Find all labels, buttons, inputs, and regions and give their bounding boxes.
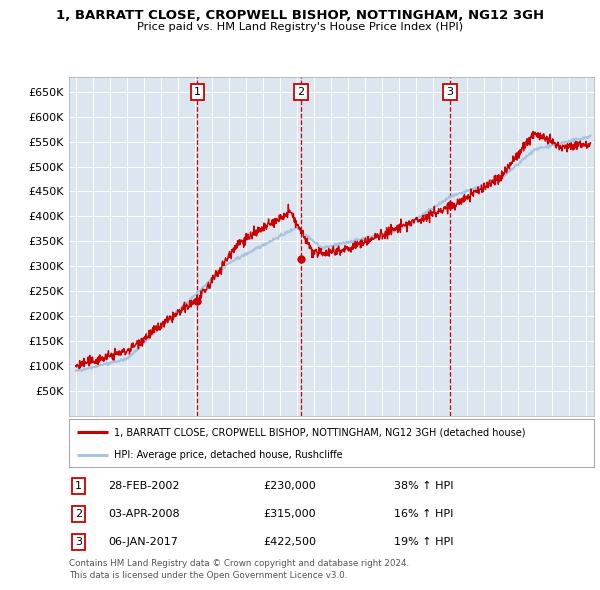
Text: 1: 1 — [194, 87, 201, 97]
Text: 3: 3 — [75, 537, 82, 547]
Text: This data is licensed under the Open Government Licence v3.0.: This data is licensed under the Open Gov… — [69, 571, 347, 579]
Text: £315,000: £315,000 — [263, 509, 316, 519]
Text: Contains HM Land Registry data © Crown copyright and database right 2024.: Contains HM Land Registry data © Crown c… — [69, 559, 409, 568]
Text: 19% ↑ HPI: 19% ↑ HPI — [395, 537, 454, 547]
Text: 16% ↑ HPI: 16% ↑ HPI — [395, 509, 454, 519]
Text: 38% ↑ HPI: 38% ↑ HPI — [395, 481, 454, 491]
Text: 1, BARRATT CLOSE, CROPWELL BISHOP, NOTTINGHAM, NG12 3GH (detached house): 1, BARRATT CLOSE, CROPWELL BISHOP, NOTTI… — [113, 427, 525, 437]
Text: Price paid vs. HM Land Registry's House Price Index (HPI): Price paid vs. HM Land Registry's House … — [137, 22, 463, 32]
Text: £230,000: £230,000 — [263, 481, 316, 491]
Text: HPI: Average price, detached house, Rushcliffe: HPI: Average price, detached house, Rush… — [113, 450, 342, 460]
Text: 3: 3 — [446, 87, 454, 97]
Text: 06-JAN-2017: 06-JAN-2017 — [109, 537, 178, 547]
Text: 2: 2 — [298, 87, 304, 97]
Text: 28-FEB-2002: 28-FEB-2002 — [109, 481, 180, 491]
Text: 03-APR-2008: 03-APR-2008 — [109, 509, 180, 519]
Text: £422,500: £422,500 — [263, 537, 316, 547]
Text: 1, BARRATT CLOSE, CROPWELL BISHOP, NOTTINGHAM, NG12 3GH: 1, BARRATT CLOSE, CROPWELL BISHOP, NOTTI… — [56, 9, 544, 22]
Text: 1: 1 — [75, 481, 82, 491]
Text: 2: 2 — [75, 509, 82, 519]
